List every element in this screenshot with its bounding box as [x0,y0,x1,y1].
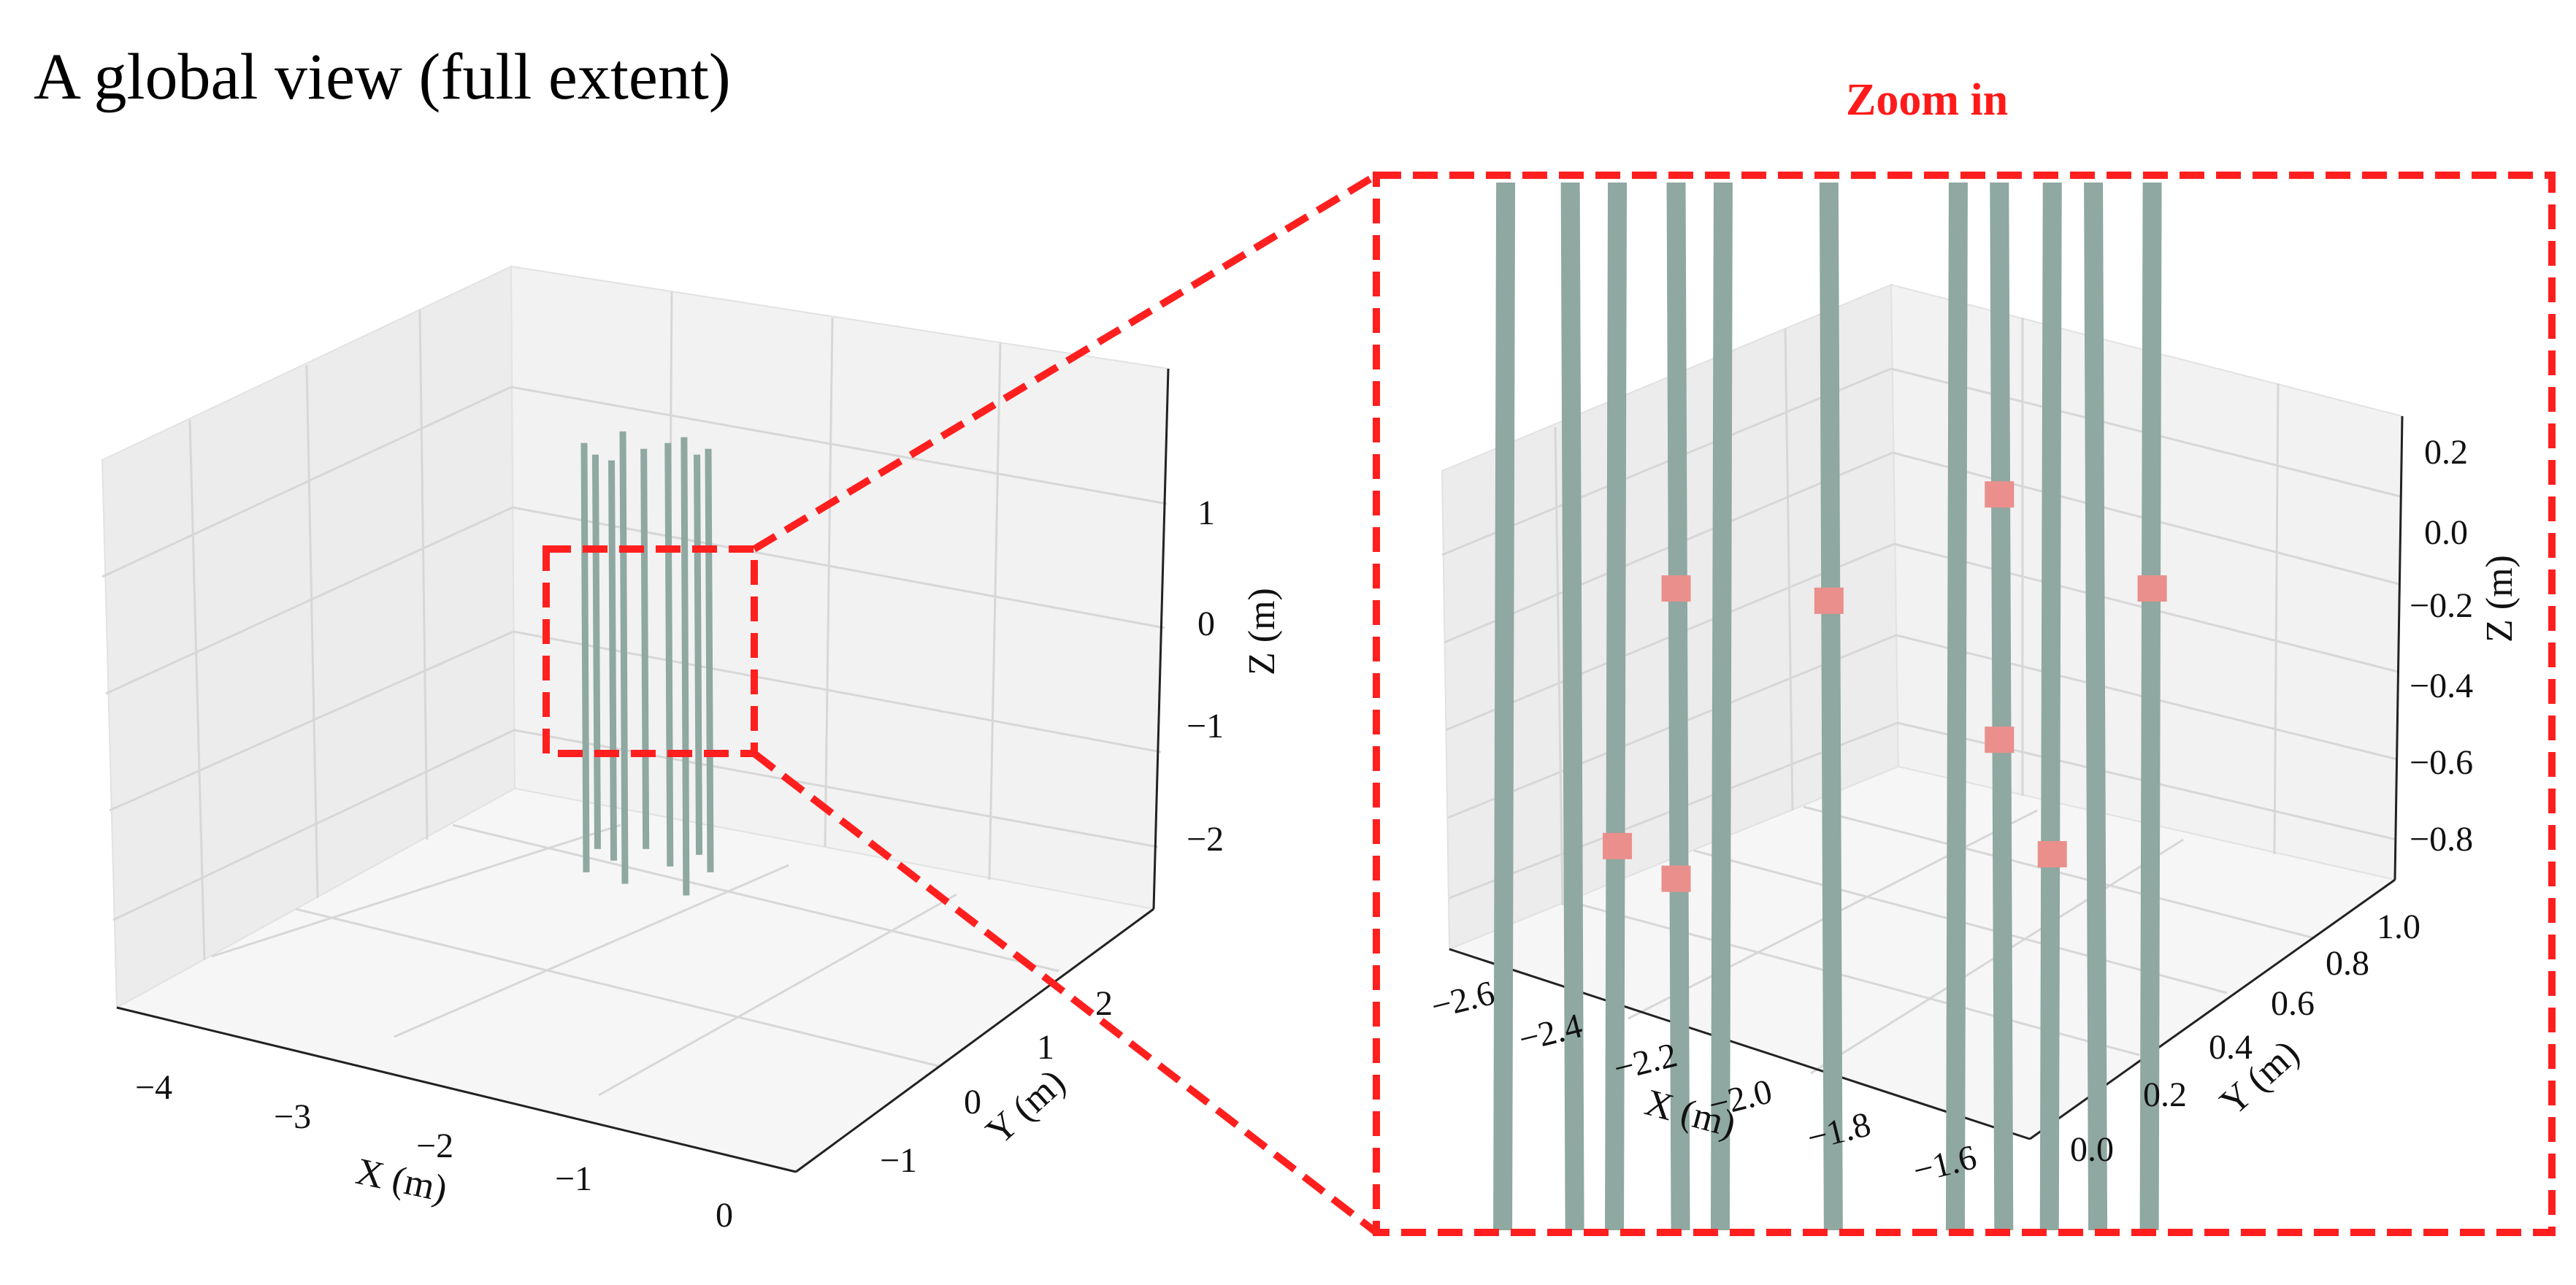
zoom-trunk-4 [1666,182,1690,1231]
zoom-z-label: Z (m) [2479,555,2521,642]
zoom-trunk-5 [1710,182,1733,1231]
zoom-trunk-11 [2139,182,2162,1231]
zoom-connector-top [752,172,1379,553]
global-trunk-7 [681,437,690,896]
zoom-y-tick-5: 0.8 [2326,944,2369,983]
global-z-tick-3: −1 [1187,707,1224,745]
zoom-x-tick-5: −1.8 [1803,1105,1874,1157]
global-y-tick-2: 0 [964,1083,981,1121]
zoom-segment-3 [1985,481,2015,508]
global-z-tick-2: 0 [1197,605,1215,643]
global-y-tick-4: 2 [1095,984,1113,1023]
global-z-tick-1: 1 [1197,494,1215,532]
global-x-axis [116,1006,797,1173]
zoom-x-axis [1449,948,2031,1140]
global-x-tick-1: −4 [135,1068,172,1107]
global-z-axis [1152,368,1170,910]
zoom-trunk-3 [1605,182,1628,1231]
global-trunk-8 [694,454,703,855]
global-x-tick-3: −2 [416,1127,453,1165]
figure-title: A global view (full extent) [34,41,731,113]
zoom-connector-bottom [751,751,1379,1235]
zoom-view-plot: −2.6 −2.4 −2.2 −2.0 −1.8 −1.6 X (m) 0.0 … [1373,172,2556,1236]
global-y-tick-1: −1 [880,1141,917,1180]
global-view-plot: −4 −3 −2 −1 0 X (m) −1 0 1 2 Y (m) 1 0 −… [101,265,1283,1235]
zoom-segment-8 [1985,726,2015,753]
zoom-y-tick-4: 0.6 [2271,984,2315,1023]
zoom-segment-2 [1814,587,1844,614]
zoom-z-tick-5: −0.6 [2410,743,2473,782]
global-trunk-6 [664,442,674,867]
zoom-trunk-1 [1493,182,1516,1231]
global-x-tick-5: 0 [716,1196,733,1235]
zoom-trunk-2 [1560,182,1584,1231]
zoom-z-tick-1: 0.2 [2424,433,2468,472]
global-y-label: Y (m) [978,1062,1073,1153]
zoom-y-tick-6: 1.0 [2377,908,2420,946]
global-trunk-5 [640,448,650,849]
global-trunk-3 [608,460,618,861]
global-trunk-9 [705,448,714,872]
zoom-segment-7 [2037,841,2067,867]
zoom-z-axis [2393,415,2404,881]
zoom-z-tick-3: −0.2 [2410,586,2473,625]
global-x-tick-4: −1 [555,1159,592,1198]
global-y-axis [795,908,1154,1173]
zoom-trunk-9 [2039,182,2062,1231]
zoom-frame [1373,172,2556,1236]
zoom-segment-1 [1661,575,1691,602]
zoom-y-tick-1: 0.0 [2070,1130,2114,1169]
zoom-x-tick-1: −2.6 [1427,973,1498,1026]
zoom-x-tick-6: −1.6 [1909,1138,1980,1190]
zoom-trunks [1493,182,2167,1231]
zoom-z-tick-6: −0.8 [2410,820,2473,859]
global-trunk-2 [591,454,601,849]
zoom-y-tick-2: 0.2 [2143,1075,2187,1114]
zoom-y-tick-3: 0.4 [2209,1028,2253,1067]
global-z-label: Z (m) [1241,588,1283,675]
zoom-segment-5 [1603,832,1633,859]
global-zoom-box [543,545,758,757]
zoom-trunk-6 [1819,182,1843,1231]
global-grid [101,291,1168,1097]
global-trunk-4 [619,431,629,884]
global-x-tick-2: −3 [274,1097,311,1136]
zoom-z-tick-2: 0.0 [2424,513,2468,552]
zoom-z-tick-4: −0.4 [2410,667,2473,705]
zoom-segment-4 [2137,575,2167,602]
zoom-trunk-8 [1990,182,2014,1231]
global-z-tick-4: −2 [1187,820,1224,859]
zoom-trunk-7 [1945,182,1968,1231]
zoom-segment-6 [1661,865,1691,892]
zoom-label: Zoom in [1846,75,2008,125]
global-y-tick-3: 1 [1037,1028,1054,1067]
global-trunk-1 [580,442,590,872]
zoom-trunk-10 [2084,182,2108,1231]
global-trunks [580,431,714,896]
